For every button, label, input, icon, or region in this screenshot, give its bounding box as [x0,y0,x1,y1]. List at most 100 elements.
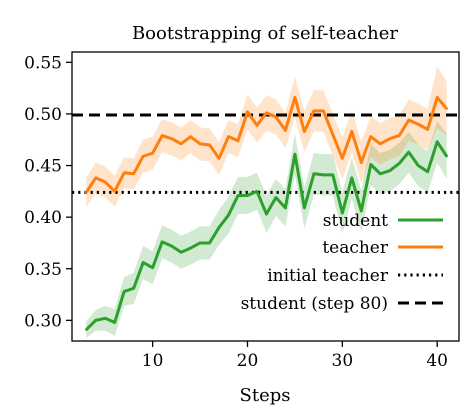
student-point [312,172,316,175]
y-tick-label: 0.55 [24,53,62,73]
y-tick-label: 0.35 [24,260,62,280]
teacher-point [435,96,439,99]
student-point [189,246,192,250]
student-point [303,206,306,210]
teacher-point [94,176,97,180]
student-point [274,196,278,199]
student-point [360,209,363,213]
teacher-point [208,143,211,147]
chart-title: Bootstrapping of self-teacher [132,23,398,44]
student-point [417,164,420,167]
teacher-point [445,107,448,110]
student-point [265,212,268,216]
teacher-point [179,142,183,146]
x-axis-label: Steps [240,385,291,406]
teacher-point [341,157,344,160]
student-point [426,170,429,173]
student-point [407,150,410,154]
x-tick-label: 10 [142,351,164,371]
student-point [103,317,107,320]
teacher-point [113,190,116,193]
teacher-point [85,191,88,194]
student-point [85,328,88,331]
teacher-band [86,66,447,207]
teacher-point [103,180,107,184]
student-point [179,251,183,254]
student-point [322,173,325,177]
teacher-point [388,137,391,140]
y-tick-label: 0.30 [24,311,62,331]
student-point [284,206,287,210]
teacher-point [360,161,363,164]
student-point [94,319,97,322]
legend: student teacher initial teacher student (st… [241,211,443,314]
legend-label: student [323,211,388,231]
student-point [170,244,173,248]
student-point [236,194,240,197]
legend-label: teacher [322,238,389,258]
student-point [217,226,221,229]
y-tick-label: 0.40 [24,208,62,228]
teacher-point [198,142,202,146]
y-tick-label: 0.50 [24,105,62,125]
teacher-point [322,109,325,113]
teacher-point [407,118,410,122]
teacher-point [236,139,240,142]
teacher-point [217,157,221,160]
y-tick-label: 0.45 [24,157,62,177]
teacher-points [85,96,448,194]
teacher-point [170,137,173,140]
teacher-point [369,135,372,138]
student-point [388,169,391,172]
teacher-point [350,130,354,133]
student-point [293,152,297,156]
x-tick-label: 20 [237,351,259,371]
teacher-point [312,109,316,113]
student-point [398,162,401,165]
student-point [113,321,116,324]
legend-label: student (step 80) [241,294,388,314]
x-tick-label: 30 [332,351,354,371]
student-point [341,211,344,215]
student-point [369,163,372,166]
student-point [141,261,145,264]
teacher-point [227,135,230,138]
teacher-point [293,96,297,99]
teacher-point [189,135,192,138]
student-point [331,173,335,177]
x-tick-label: 40 [426,351,448,371]
teacher-point [141,155,145,158]
teacher-point [122,171,126,174]
student-point [132,287,135,290]
student-point [122,290,126,293]
student-point [151,266,154,269]
teacher-point [151,151,154,155]
student-point [255,190,259,193]
teacher-point [426,128,429,131]
student-band [86,121,447,338]
student-point [246,194,249,197]
student-point [227,213,230,217]
teacher-point [255,124,259,127]
teacher-point [284,129,287,132]
teacher-point [274,115,278,119]
student-point [435,140,439,143]
teacher-point [246,110,249,114]
teacher-point [160,134,164,137]
legend-label: initial teacher [267,266,389,286]
teacher-point [303,130,306,133]
teacher-point [379,142,382,146]
student-point [208,241,211,245]
student-point [445,155,448,158]
student-points [85,140,448,331]
teacher-point [331,133,335,136]
student-point [198,241,202,245]
teacher-point [132,172,135,175]
teacher-point [417,123,420,126]
student-point [350,176,354,180]
teacher-point [398,134,401,137]
student-point [160,240,164,244]
student-point [379,172,382,175]
